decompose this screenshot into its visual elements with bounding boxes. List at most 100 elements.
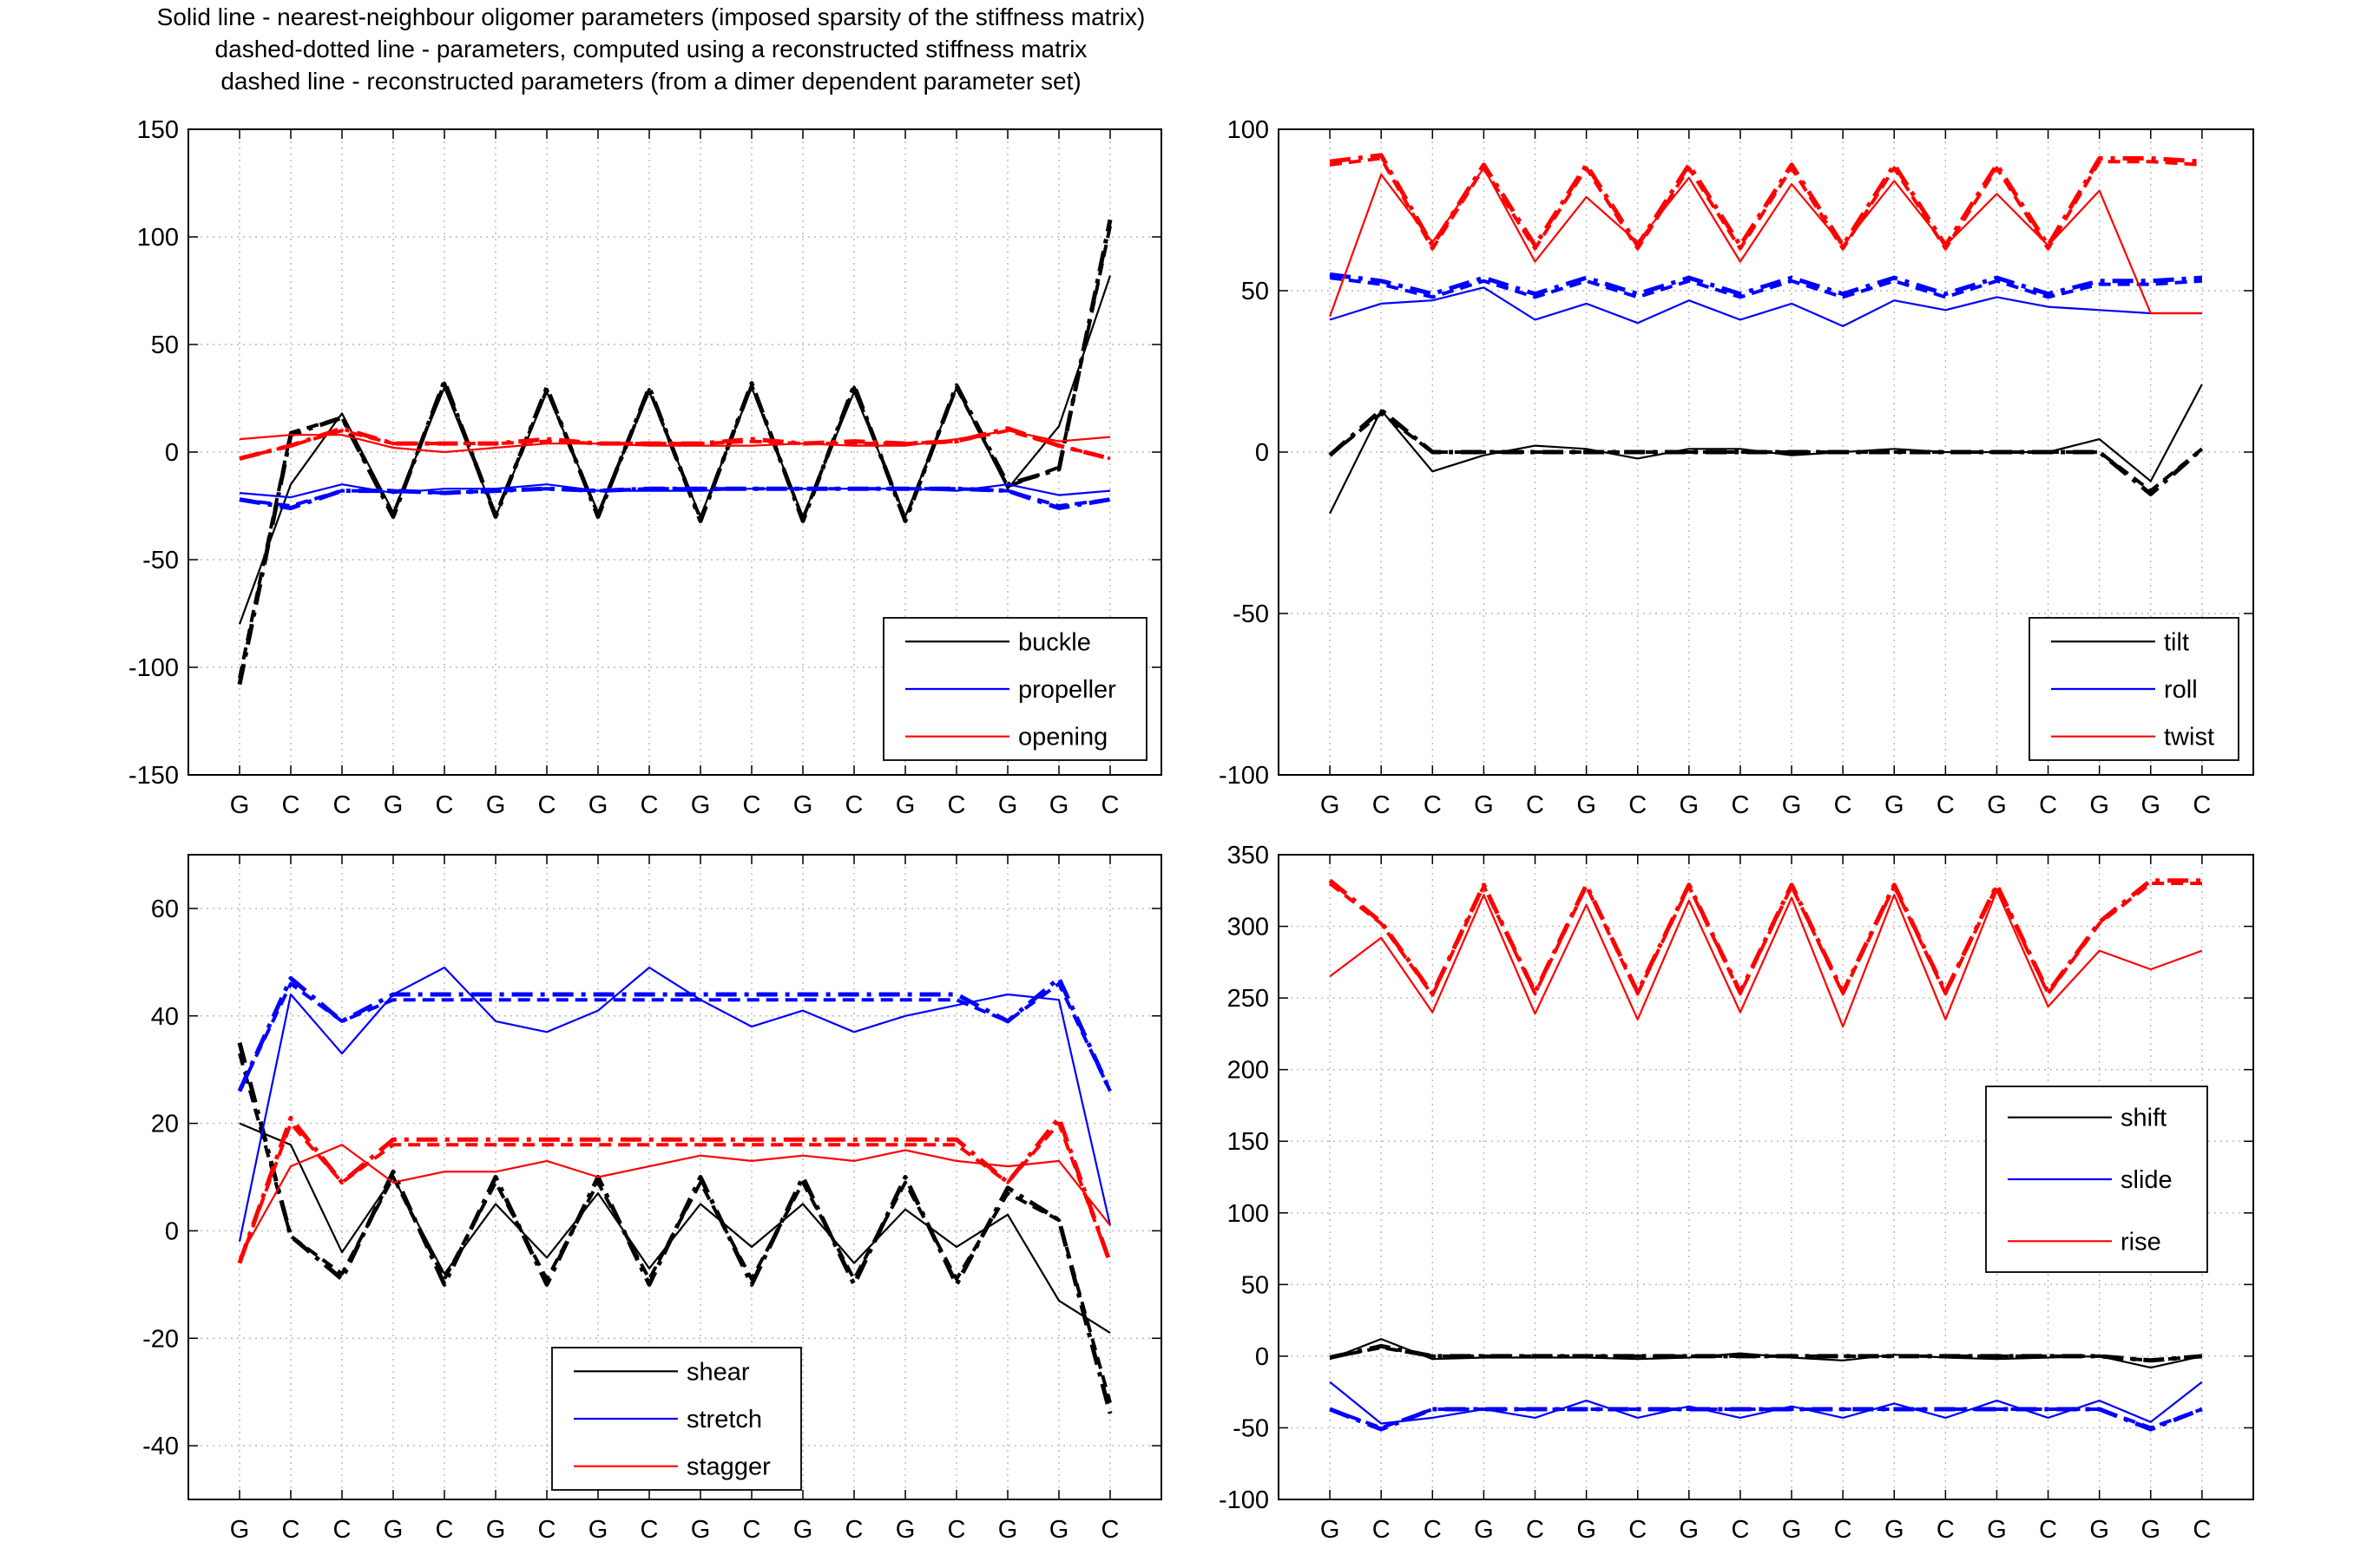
series-line-stagger-dashed <box>238 1121 1112 1264</box>
y-tick-label: 60 <box>151 896 179 923</box>
series-line-stagger-solid <box>239 1144 1111 1258</box>
x-tick-label: C <box>641 1516 659 1544</box>
legend-label-propeller: propeller <box>1018 676 1116 704</box>
y-tick-label: 50 <box>1241 1271 1269 1299</box>
y-tick-label: 200 <box>1227 1057 1269 1085</box>
y-tick-label: 20 <box>151 1111 179 1138</box>
y-tick-label: 0 <box>165 1217 179 1245</box>
series-line-roll-dashdot <box>1329 272 2203 297</box>
x-tick-label: C <box>538 1516 556 1544</box>
chart-panel-3: G C C G C G C G C G C G C G C G G C -40 -20 0 20 40 60 shear stre… <box>142 854 1162 1544</box>
series-line-stagger-dashdot <box>237 1115 1113 1264</box>
x-tick-label: G <box>230 1516 250 1544</box>
series-line-shear-dashed <box>238 1053 1112 1404</box>
x-tick-label: G <box>384 791 404 819</box>
x-tick-label: C <box>948 791 966 819</box>
series-line-rise-solid <box>1329 889 2203 1028</box>
x-tick-label: C <box>1101 791 1120 819</box>
y-tick-label: 150 <box>137 116 179 144</box>
legend-label-buckle: buckle <box>1018 628 1091 656</box>
legend: shift slide rise <box>1985 1086 2208 1273</box>
x-tick-label: C <box>845 1516 864 1544</box>
x-tick-label: C <box>1526 791 1544 819</box>
series-line-propeller-dashed <box>239 487 1111 508</box>
x-tick-label: G <box>1782 791 1802 819</box>
axes-box <box>1278 854 2254 1500</box>
x-tick-label: G <box>691 791 711 819</box>
y-tick-label: -100 <box>1219 1486 1269 1514</box>
series-line-shift-dashed <box>1329 1346 2203 1362</box>
y-tick-label: 100 <box>1227 1200 1269 1228</box>
chart-panel-4: G C C G C G C G C G C G C G C G G C -100 -50 0 50 100 150 200 250… <box>1219 842 2254 1544</box>
legend-label-tilt: tilt <box>2164 628 2189 656</box>
x-tick-label: G <box>1884 791 1904 819</box>
series-line-stretch-dashdot <box>237 975 1113 1092</box>
y-tick-label: 50 <box>1241 278 1269 305</box>
series-line-slide-dashed <box>1329 1407 2203 1430</box>
x-tick-label: G <box>1320 1516 1340 1544</box>
legend-label-opening: opening <box>1018 724 1108 751</box>
series-line-buckle-dashed <box>238 226 1112 679</box>
series-line-twist-dashed <box>1329 156 2203 251</box>
y-tick-label: 0 <box>1255 439 1269 467</box>
x-tick-label: G <box>1474 791 1494 819</box>
chart-panel-2: G C C G C G C G C G C G C G C G G C-100-50050100tiltrollt… <box>1219 116 2254 819</box>
x-tick-label: C <box>1731 1516 1749 1544</box>
y-tick-label: 100 <box>1227 116 1269 144</box>
y-tick-label: -20 <box>142 1325 179 1353</box>
x-tick-label: G <box>2089 1516 2109 1544</box>
series-line-shift-dashdot <box>1329 1343 2203 1363</box>
y-tick-label: -150 <box>128 762 179 790</box>
x-tick-label: C <box>2193 791 2211 819</box>
x-tick-label: G <box>230 791 250 819</box>
x-tick-label: C <box>641 791 659 819</box>
legend: shear stretch stagger <box>551 1347 802 1491</box>
x-tick-label: G <box>1049 791 1069 819</box>
x-tick-label: G <box>998 791 1018 819</box>
x-tick-label: G <box>793 791 813 819</box>
x-tick-label: C <box>2193 1516 2211 1544</box>
x-tick-label: G <box>384 1516 404 1544</box>
x-tick-label: G <box>486 791 506 819</box>
x-tick-label: G <box>1987 791 2007 819</box>
series-line-shear-dashdot <box>237 1042 1113 1414</box>
x-tick-label: G <box>588 791 608 819</box>
x-tick-label: G <box>1782 1516 1802 1544</box>
legend-label-shear: shear <box>687 1358 750 1386</box>
x-tick-label: C <box>436 791 454 819</box>
legend-label-stretch: stretch <box>687 1406 762 1434</box>
x-tick-label: G <box>1049 1516 1069 1544</box>
x-tick-label: C <box>1834 1516 1852 1544</box>
x-tick-label: G <box>2089 791 2109 819</box>
legend-label-shift: shift <box>2121 1105 2167 1132</box>
legend-label-twist: twist <box>2164 724 2214 751</box>
x-tick-label: C <box>1526 1516 1544 1544</box>
x-tick-label: G <box>1576 791 1596 819</box>
x-tick-label: G <box>486 1516 506 1544</box>
x-tick-label: G <box>588 1516 608 1544</box>
legend: tilt roll twist <box>2029 617 2239 761</box>
x-tick-label: C <box>1628 791 1647 819</box>
x-tick-label: G <box>896 1516 916 1544</box>
x-tick-label: C <box>282 1516 300 1544</box>
x-tick-label: C <box>333 791 352 819</box>
x-tick-label: C <box>1834 791 1852 819</box>
x-tick-label: C <box>436 1516 454 1544</box>
axes-box <box>187 854 1162 1500</box>
y-tick-label: 100 <box>137 224 179 252</box>
x-tick-label: G <box>793 1516 813 1544</box>
x-tick-label: C <box>2039 791 2057 819</box>
y-tick-label: 40 <box>151 1003 179 1031</box>
x-tick-label: C <box>2039 1516 2057 1544</box>
figure-title-line-2: dashed-dotted line - parameters, compute… <box>214 36 1088 62</box>
x-tick-label: C <box>1424 1516 1442 1544</box>
x-tick-label: C <box>845 791 864 819</box>
x-tick-label: C <box>1936 1516 1955 1544</box>
series-line-rise-dashed <box>1328 882 2202 997</box>
x-tick-label: C <box>1424 791 1442 819</box>
y-tick-label: 150 <box>1227 1128 1269 1156</box>
figure-title-line-1: Solid line - nearest-neighbour oligomer … <box>156 3 1146 30</box>
x-tick-label: C <box>1372 1516 1391 1544</box>
y-tick-label: 0 <box>1255 1343 1269 1371</box>
